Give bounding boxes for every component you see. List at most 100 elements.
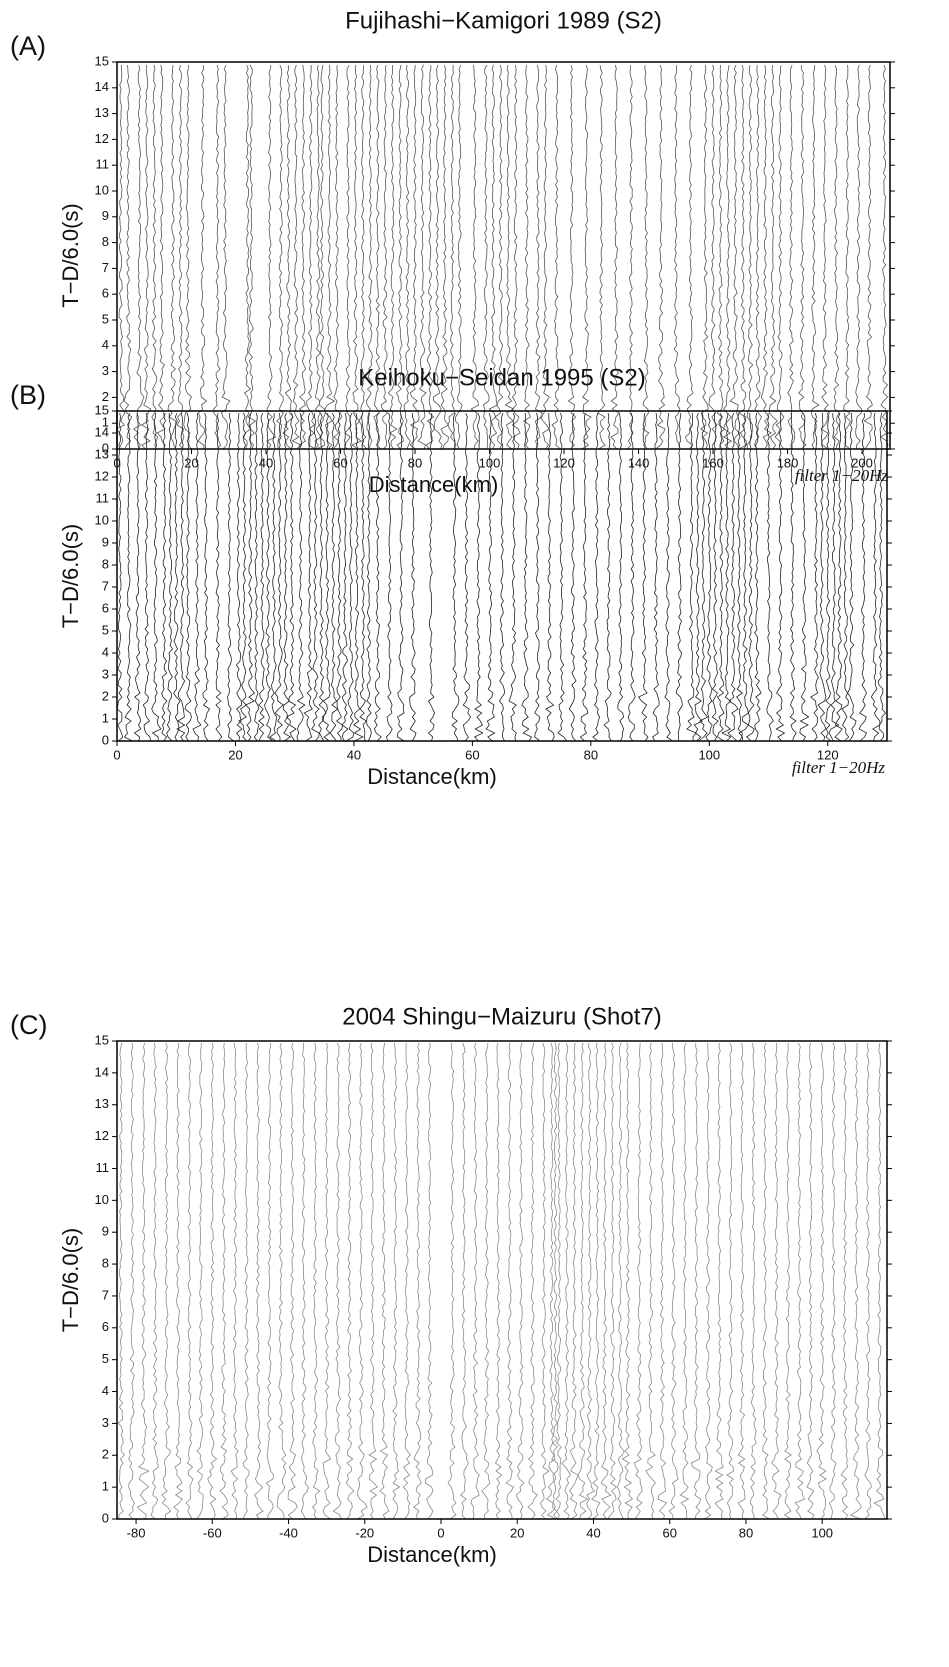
- trace: [417, 64, 427, 450]
- y-tick-label: 4: [102, 337, 109, 352]
- y-tick-label: 2: [102, 1447, 109, 1462]
- panel: Keihoku−Seidan 1995 (S2)(B)0 20 40 60 80 100 1…: [10, 364, 892, 789]
- trace: [329, 412, 339, 742]
- trace: [161, 1042, 172, 1520]
- trace: [798, 64, 807, 450]
- trace: [274, 412, 284, 742]
- trace: [738, 64, 747, 450]
- trace: [505, 1042, 515, 1520]
- trace: [151, 64, 159, 450]
- trace: [727, 412, 739, 742]
- trace: [511, 64, 521, 450]
- trace: [115, 64, 126, 450]
- trace: [760, 64, 773, 450]
- trace: [768, 64, 778, 450]
- y-axis-label: T−D/6.0(s): [58, 203, 83, 308]
- trace: [324, 64, 336, 450]
- trace: [828, 413, 840, 742]
- trace: [722, 64, 733, 450]
- y-tick-label: 11: [96, 1160, 110, 1175]
- trace: [787, 64, 796, 450]
- trace: [527, 1042, 538, 1520]
- trace: [379, 1042, 390, 1520]
- trace: [282, 64, 294, 450]
- panel-label: (A): [10, 31, 46, 61]
- trace: [242, 1042, 250, 1520]
- trace: [633, 1042, 643, 1520]
- trace: [392, 1042, 401, 1520]
- trace: [123, 64, 133, 450]
- trace: [373, 412, 382, 742]
- trace: [616, 1042, 625, 1520]
- trace: [754, 412, 762, 742]
- trace: [395, 64, 404, 450]
- trace: [551, 64, 561, 450]
- trace: [128, 1042, 135, 1520]
- trace: [298, 64, 307, 450]
- trace: [581, 64, 592, 450]
- trace: [637, 412, 649, 742]
- trace: [357, 1042, 368, 1520]
- trace: [577, 1042, 589, 1520]
- x-tick-label: 160: [702, 455, 724, 470]
- y-tick-label: 0: [102, 440, 109, 455]
- x-tick-label: 60: [662, 1525, 676, 1540]
- trace: [716, 64, 726, 450]
- y-tick-label: 5: [102, 622, 109, 637]
- trace: [771, 1042, 782, 1520]
- trace: [258, 412, 265, 742]
- trace: [817, 412, 827, 742]
- trace: [627, 64, 634, 450]
- trace: [716, 412, 725, 742]
- trace: [545, 1042, 557, 1520]
- trace: [213, 64, 221, 450]
- trace: [282, 412, 292, 742]
- filter-note: filter 1−20Hz: [795, 466, 889, 485]
- trace: [303, 412, 313, 742]
- trace: [698, 412, 709, 742]
- trace: [227, 412, 234, 742]
- y-tick-label: 6: [102, 286, 109, 301]
- y-tick-label: 3: [102, 666, 109, 681]
- trace: [879, 64, 889, 450]
- trace: [843, 64, 851, 450]
- trace: [253, 412, 260, 742]
- trace: [455, 64, 463, 450]
- trace: [345, 1042, 355, 1520]
- trace: [789, 412, 797, 742]
- trace: [545, 413, 555, 742]
- y-tick-label: 12: [95, 131, 109, 146]
- trace: [359, 412, 368, 742]
- trace: [156, 64, 166, 450]
- trace: [738, 412, 749, 742]
- panel-label: (B): [10, 380, 46, 410]
- trace: [352, 412, 364, 742]
- x-tick-label: 20: [228, 747, 242, 762]
- trace: [711, 412, 719, 742]
- y-tick-label: 5: [102, 311, 109, 326]
- trace: [833, 64, 840, 450]
- y-tick-label: 9: [102, 534, 109, 549]
- trace: [540, 1042, 550, 1520]
- trace: [699, 64, 709, 450]
- trace: [166, 413, 173, 742]
- trace: [230, 1042, 239, 1520]
- trace: [247, 64, 257, 450]
- y-tick-label: 9: [102, 208, 109, 223]
- trace: [708, 64, 718, 450]
- panel: Fujihashi−Kamigori 1989 (S2)(A)0 20 40 60 80…: [10, 7, 895, 497]
- trace: [306, 64, 316, 450]
- trace: [806, 1042, 815, 1520]
- trace: [494, 1042, 503, 1520]
- trace: [310, 412, 320, 742]
- x-tick-label: -60: [203, 1525, 222, 1540]
- trace: [470, 1042, 480, 1520]
- trace: [704, 1042, 713, 1520]
- trace: [557, 412, 568, 742]
- x-tick-label: 80: [584, 747, 598, 762]
- trace: [607, 1042, 618, 1520]
- trace: [568, 412, 577, 742]
- y-tick-label: 1: [102, 1479, 109, 1494]
- trace: [385, 412, 393, 742]
- trace: [617, 412, 625, 742]
